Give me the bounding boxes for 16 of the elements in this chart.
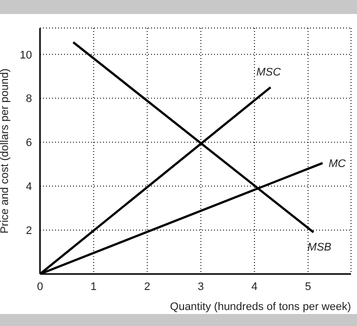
series-label: MSC	[256, 66, 281, 78]
y-tick-label: 10	[20, 49, 32, 62]
x-tick-label: 0	[36, 280, 44, 293]
series-label: MSB	[308, 241, 332, 254]
y-tick-label: 2	[26, 224, 32, 237]
x-tick-label: 1	[90, 280, 97, 293]
x-tick-label: 2	[144, 280, 150, 293]
x-tick-label: 4	[251, 280, 258, 293]
x-tick-label: 5	[305, 280, 312, 293]
series-label: MC	[328, 158, 346, 170]
y-tick-label: 6	[26, 137, 32, 150]
y-axis-title: Price and cost (dollars per pound)	[0, 68, 11, 234]
y-tick-label: 4	[26, 181, 32, 194]
x-tick-label: 3	[198, 280, 204, 293]
y-tick-label: 8	[26, 93, 32, 106]
x-axis-title: Quantity (hundreds of tons per week)	[170, 301, 351, 313]
